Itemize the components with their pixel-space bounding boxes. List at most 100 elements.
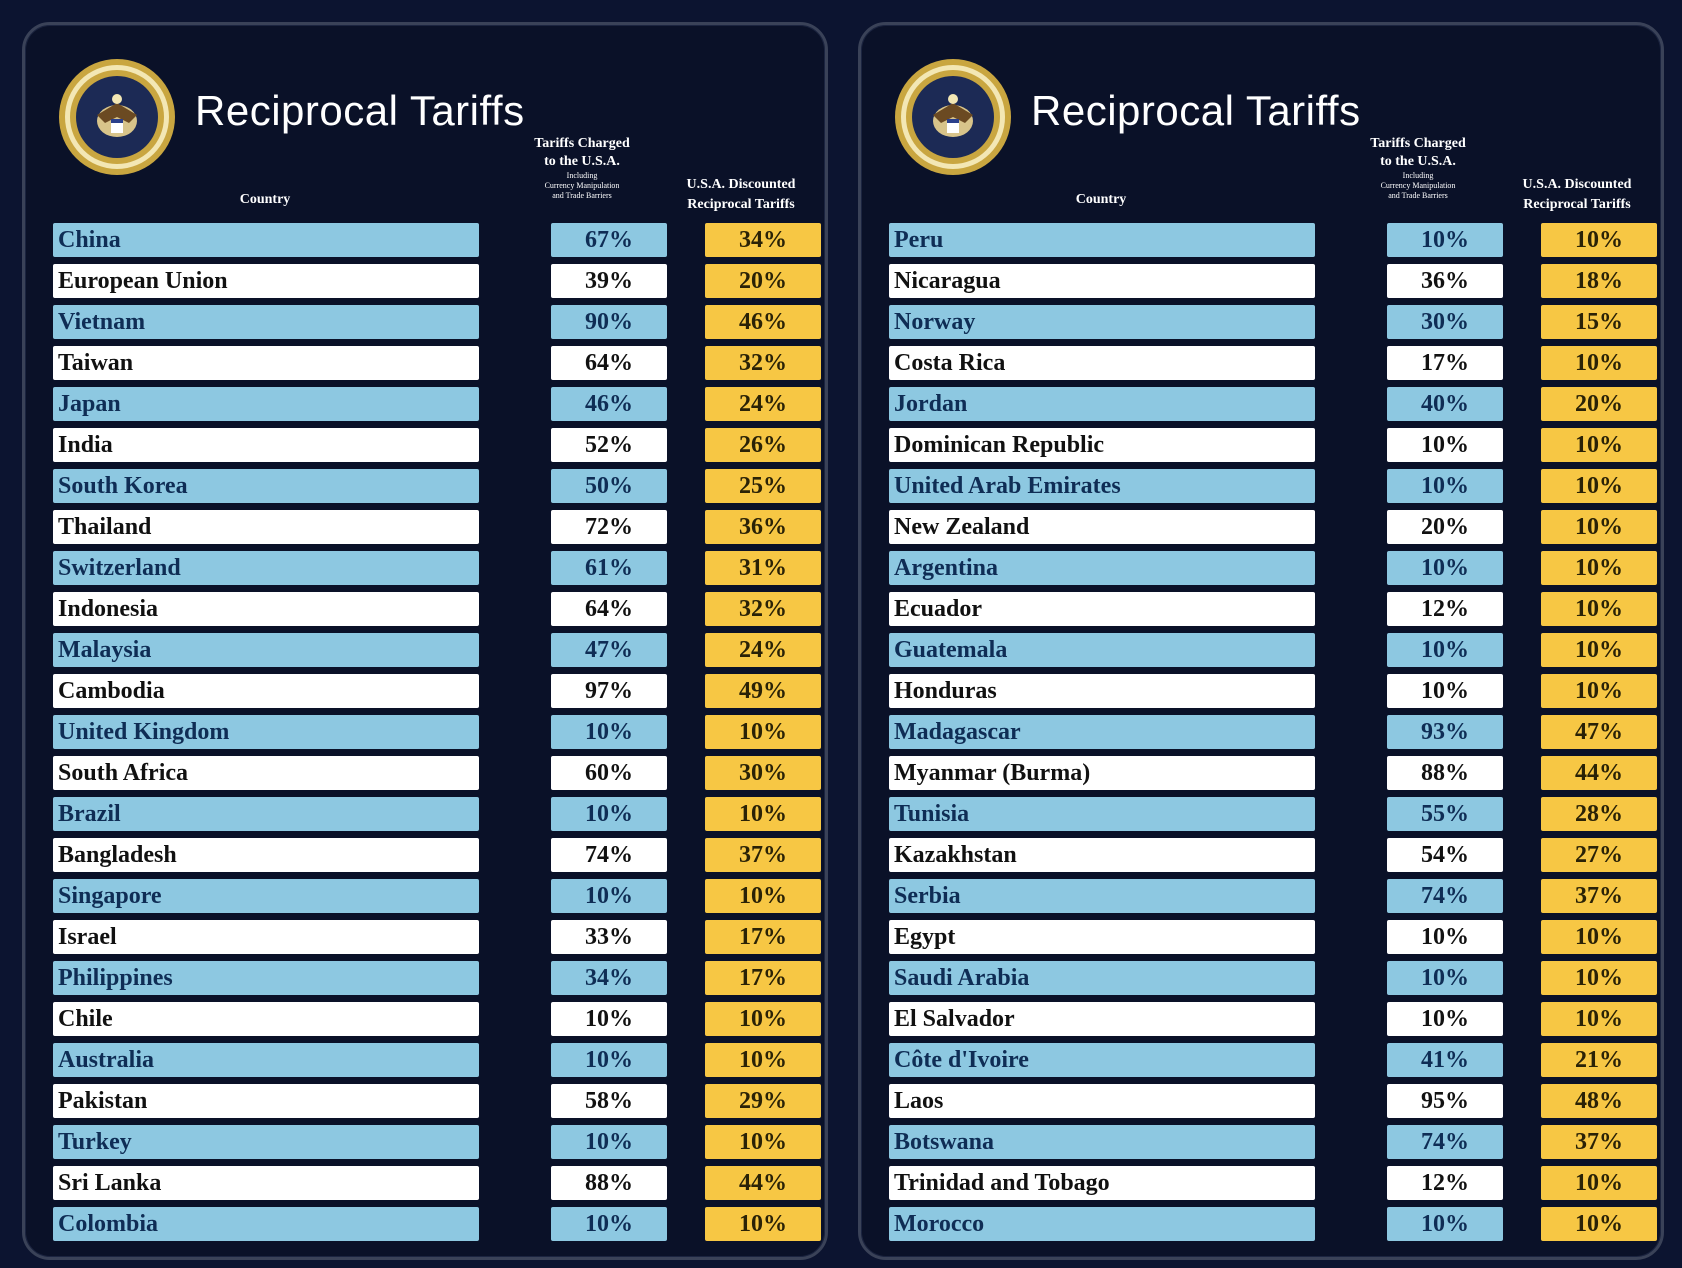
charged-cell: 67% bbox=[551, 223, 667, 257]
country-cell: Thailand bbox=[53, 510, 479, 544]
charged-cell: 12% bbox=[1387, 592, 1503, 626]
charged-cell: 10% bbox=[551, 1125, 667, 1159]
country-cell: China bbox=[53, 223, 479, 257]
discounted-cell: 10% bbox=[1541, 674, 1657, 708]
discounted-cell: 48% bbox=[1541, 1084, 1657, 1118]
discounted-cell: 32% bbox=[705, 592, 821, 626]
charged-cell: 10% bbox=[1387, 551, 1503, 585]
discounted-cell: 10% bbox=[1541, 551, 1657, 585]
page-title: Reciprocal Tariffs bbox=[1031, 87, 1361, 134]
country-cell: Tunisia bbox=[889, 797, 1315, 831]
discounted-cell: 29% bbox=[705, 1084, 821, 1118]
header-charged-line2: to the U.S.A. bbox=[1380, 154, 1456, 169]
country-cell: Turkey bbox=[53, 1125, 479, 1159]
country-cell: Switzerland bbox=[53, 551, 479, 585]
charged-cell: 58% bbox=[551, 1084, 667, 1118]
charged-cell: 20% bbox=[1387, 510, 1503, 544]
discounted-cell: 44% bbox=[1541, 756, 1657, 790]
country-cell: Colombia bbox=[53, 1207, 479, 1241]
discounted-cell: 10% bbox=[705, 1002, 821, 1036]
charged-cell: 12% bbox=[1387, 1166, 1503, 1200]
discounted-cell: 30% bbox=[705, 756, 821, 790]
country-cell: Costa Rica bbox=[889, 346, 1315, 380]
discounted-cell: 21% bbox=[1541, 1043, 1657, 1077]
charged-cell: 64% bbox=[551, 346, 667, 380]
discounted-cell: 10% bbox=[705, 1043, 821, 1077]
discounted-cell: 37% bbox=[1541, 879, 1657, 913]
header-discounted-tariffs: U.S.A. Discounted Reciprocal Tariffs bbox=[1503, 175, 1651, 215]
discounted-cell: 10% bbox=[1541, 1166, 1657, 1200]
discounted-cell: 18% bbox=[1541, 264, 1657, 298]
charged-cell: 74% bbox=[551, 838, 667, 872]
charged-cell: 33% bbox=[551, 920, 667, 954]
charged-cell: 64% bbox=[551, 592, 667, 626]
discounted-cell: 10% bbox=[1541, 469, 1657, 503]
country-cell: Pakistan bbox=[53, 1084, 479, 1118]
charged-cell: 52% bbox=[551, 428, 667, 462]
header-charged-line5: and Trade Barriers bbox=[1388, 191, 1448, 200]
discounted-cell: 10% bbox=[1541, 633, 1657, 667]
charged-cell: 61% bbox=[551, 551, 667, 585]
header-charged-line3: Including bbox=[1402, 171, 1434, 180]
charged-cell: 10% bbox=[1387, 633, 1503, 667]
country-cell: Jordan bbox=[889, 387, 1315, 421]
header-charged-line5: and Trade Barriers bbox=[552, 191, 612, 200]
country-cell: Sri Lanka bbox=[53, 1166, 479, 1200]
discounted-cell: 44% bbox=[705, 1166, 821, 1200]
country-cell: Argentina bbox=[889, 551, 1315, 585]
country-cell: Madagascar bbox=[889, 715, 1315, 749]
charged-cell: 88% bbox=[1387, 756, 1503, 790]
country-cell: South Korea bbox=[53, 469, 479, 503]
discounted-cell: 10% bbox=[1541, 428, 1657, 462]
charged-cell: 72% bbox=[551, 510, 667, 544]
discounted-cell: 17% bbox=[705, 920, 821, 954]
header-charged-line1: Tariffs Charged bbox=[534, 136, 630, 151]
header-charged-line3: Including bbox=[566, 171, 598, 180]
discounted-cell: 17% bbox=[705, 961, 821, 995]
country-cell: Ecuador bbox=[889, 592, 1315, 626]
charged-cell: 10% bbox=[1387, 469, 1503, 503]
charged-cell: 88% bbox=[551, 1166, 667, 1200]
charged-cell: 10% bbox=[551, 1043, 667, 1077]
country-cell: Japan bbox=[53, 387, 479, 421]
country-cell: Honduras bbox=[889, 674, 1315, 708]
charged-cell: 10% bbox=[1387, 1207, 1503, 1241]
country-cell: Philippines bbox=[53, 961, 479, 995]
header-discount-line2: Reciprocal Tariffs bbox=[1523, 197, 1631, 212]
discounted-cell: 15% bbox=[1541, 305, 1657, 339]
header-charged-line2: to the U.S.A. bbox=[544, 154, 620, 169]
discounted-cell: 26% bbox=[705, 428, 821, 462]
country-cell: Norway bbox=[889, 305, 1315, 339]
header-discount-line1: U.S.A. Discounted bbox=[686, 177, 796, 192]
country-cell: Guatemala bbox=[889, 633, 1315, 667]
header-charged-line4: Currency Manipulation bbox=[544, 181, 620, 190]
country-cell: Bangladesh bbox=[53, 838, 479, 872]
charged-cell: 10% bbox=[1387, 674, 1503, 708]
discounted-cell: 10% bbox=[705, 797, 821, 831]
header-discounted-tariffs: U.S.A. Discounted Reciprocal Tariffs bbox=[667, 175, 815, 215]
charged-cell: 10% bbox=[1387, 920, 1503, 954]
discounted-cell: 10% bbox=[1541, 346, 1657, 380]
charged-cell: 17% bbox=[1387, 346, 1503, 380]
charged-cell: 10% bbox=[551, 1002, 667, 1036]
discounted-cell: 10% bbox=[1541, 961, 1657, 995]
discounted-cell: 10% bbox=[1541, 1207, 1657, 1241]
country-cell: Laos bbox=[889, 1084, 1315, 1118]
discounted-cell: 10% bbox=[705, 879, 821, 913]
header-country: Country bbox=[1075, 192, 1127, 207]
discounted-cell: 10% bbox=[1541, 920, 1657, 954]
country-cell: Morocco bbox=[889, 1207, 1315, 1241]
header-tariffs-charged: Tariffs Charged to the U.S.A. Including … bbox=[517, 135, 647, 201]
discounted-cell: 27% bbox=[1541, 838, 1657, 872]
country-cell: European Union bbox=[53, 264, 479, 298]
charged-cell: 10% bbox=[1387, 1002, 1503, 1036]
tariff-panel-right: Reciprocal Tariffs Country Tariffs Charg… bbox=[858, 22, 1664, 1260]
charged-cell: 10% bbox=[1387, 428, 1503, 462]
country-cell: Taiwan bbox=[53, 346, 479, 380]
country-cell: Brazil bbox=[53, 797, 479, 831]
country-cell: India bbox=[53, 428, 479, 462]
charged-cell: 10% bbox=[551, 1207, 667, 1241]
country-cell: Indonesia bbox=[53, 592, 479, 626]
charged-cell: 10% bbox=[1387, 961, 1503, 995]
